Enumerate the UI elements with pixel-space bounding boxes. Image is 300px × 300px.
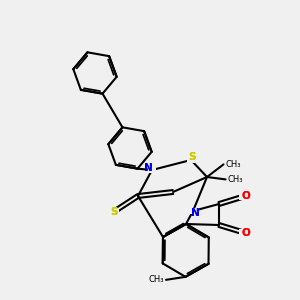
- Text: S: S: [110, 207, 117, 217]
- Text: O: O: [242, 228, 250, 238]
- Text: CH₃: CH₃: [148, 275, 164, 284]
- Text: N: N: [191, 208, 200, 218]
- Text: S: S: [189, 152, 196, 162]
- FancyBboxPatch shape: [239, 194, 245, 200]
- FancyBboxPatch shape: [187, 157, 195, 163]
- Text: S: S: [110, 207, 117, 217]
- Text: S: S: [189, 152, 196, 162]
- Text: N: N: [144, 163, 152, 173]
- Text: O: O: [242, 191, 250, 201]
- Text: O: O: [242, 191, 250, 201]
- Text: N: N: [144, 163, 152, 173]
- FancyBboxPatch shape: [148, 167, 156, 173]
- Text: N: N: [191, 208, 200, 218]
- Text: CH₃: CH₃: [227, 175, 243, 184]
- FancyBboxPatch shape: [239, 229, 245, 235]
- FancyBboxPatch shape: [111, 208, 119, 214]
- FancyBboxPatch shape: [189, 208, 197, 214]
- Text: O: O: [242, 228, 250, 238]
- Text: CH₃: CH₃: [225, 160, 241, 169]
